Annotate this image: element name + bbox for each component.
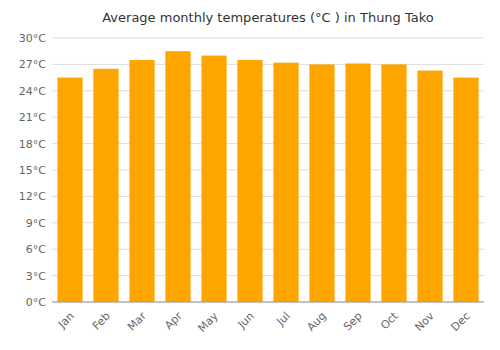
y-tick-label: 18°C [19,138,46,151]
x-tick-label: Sep [341,310,365,334]
chart: Average monthly temperatures (°C ) in Th… [0,0,500,350]
bar [57,78,82,302]
bar [201,56,226,302]
y-axis: 0°C 3°C 6°C 9°C 12°C 15°C 18°C 21°C 24°C 27°C 30°C [19,32,484,309]
x-tick-label: Jun [235,310,257,332]
x-tick-label: Mar [125,309,149,333]
bar [273,63,298,302]
bar [345,64,370,302]
bar [453,78,478,302]
x-tick-label: Aug [304,310,328,334]
y-tick-label: 27°C [19,58,46,71]
grid-line [52,64,484,65]
bar [165,51,190,302]
y-tick-label: 0°C [26,296,46,309]
bar [309,64,334,302]
bar [417,71,442,302]
x-tick-label: Apr [162,309,185,332]
bars [57,51,478,302]
x-axis: Jan Feb Mar Apr May Jun Jul Aug Sep Oct Nov Dec [55,309,473,335]
y-tick-label: 24°C [19,85,46,98]
bar [381,64,406,302]
y-tick-label: 9°C [26,217,46,230]
chart-container: Average monthly temperatures (°C ) in Th… [0,0,500,350]
x-tick-label: Jan [55,310,77,332]
x-axis-line [52,302,484,303]
bar [237,60,262,302]
y-tick-label: 15°C [19,164,46,177]
x-tick-label: May [196,309,222,335]
x-tick-label: Dec [449,310,473,334]
bar [93,69,118,302]
y-tick-label: 6°C [26,243,46,256]
x-tick-label: Feb [90,310,113,333]
y-tick-label: 3°C [26,270,46,283]
bar [129,60,154,302]
x-tick-label: Nov [412,309,437,334]
y-tick-label: 21°C [19,111,46,124]
grid-line [52,38,484,39]
grid-line [52,302,484,303]
x-tick-label: Oct [378,309,401,332]
y-tick-label: 12°C [19,190,46,203]
title: Average monthly temperatures (°C ) in Th… [102,10,434,25]
x-tick-label: Jul [273,310,292,329]
y-tick-label: 30°C [19,32,46,45]
